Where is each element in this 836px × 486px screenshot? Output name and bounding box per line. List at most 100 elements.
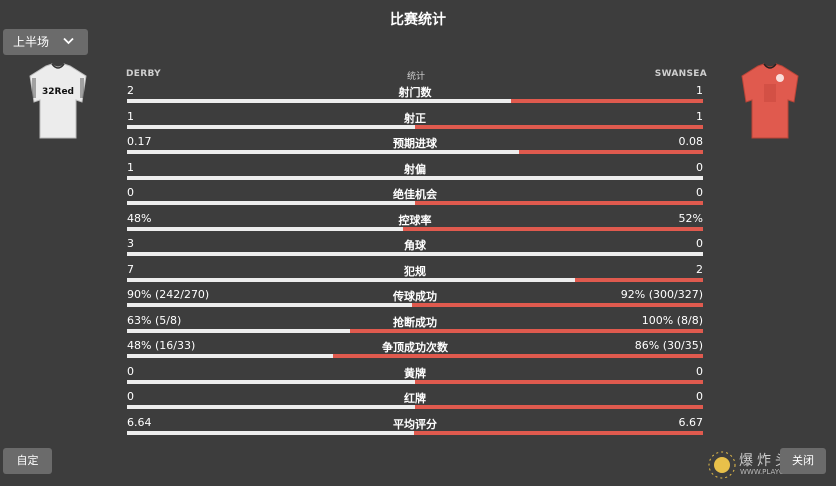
home-bar-fill	[127, 175, 703, 180]
stat-label: 预期进球	[393, 137, 437, 150]
stat-row: 3 角球 0	[127, 235, 703, 261]
home-stat-value: 90% (242/270)	[127, 288, 210, 301]
comparison-bar	[127, 99, 703, 103]
home-bar-fill	[127, 226, 404, 231]
comparison-bar	[127, 354, 703, 358]
home-stat-value: 0.17	[127, 135, 152, 148]
watermark-logo: 爆炸头 WWW.PLAYGM.CC	[705, 448, 831, 482]
half-selector-dropdown[interactable]: 上半场	[3, 29, 88, 55]
home-bar-fill	[127, 303, 413, 307]
away-stat-value: 0	[696, 364, 703, 378]
comparison-bar	[127, 379, 703, 384]
home-kit-icon: 32Red	[29, 63, 87, 139]
stat-row: 6.64 平均评分 6.67	[127, 414, 703, 440]
away-kit-icon	[741, 63, 799, 139]
comparison-bar	[127, 303, 703, 307]
home-stat-value: 2	[127, 84, 134, 97]
stat-row: 48% (16/33) 争顶成功次数 86% (30/35)	[127, 337, 703, 363]
stat-row: 90% (242/270) 传球成功 92% (300/327)	[127, 286, 703, 312]
home-bar-fill	[127, 99, 512, 103]
away-stat-value: 100% (8/8)	[641, 313, 703, 327]
custom-button[interactable]: 自定	[3, 448, 52, 474]
page-title: 比赛统计	[390, 12, 446, 28]
stat-label: 角球	[404, 239, 426, 252]
stat-row: 2 射门数 1	[127, 82, 703, 108]
home-bar-fill	[127, 430, 415, 435]
chevron-down-icon	[63, 29, 74, 55]
stat-label: 争顶成功次数	[382, 341, 448, 354]
stat-label: 控球率	[398, 213, 432, 227]
away-stat-value: 6.67	[678, 415, 704, 429]
comparison-bar	[127, 328, 703, 333]
stat-label: 黄牌	[404, 366, 426, 380]
home-stat-value: 48%	[127, 211, 152, 225]
home-bar-fill	[127, 328, 350, 333]
stat-row: 0.17 预期进球 0.08	[127, 133, 703, 159]
away-stat-value: 2	[696, 262, 703, 276]
stat-row: 48% 控球率 52%	[127, 210, 703, 236]
stat-row: 0 红牌 0	[127, 388, 703, 414]
home-team-name: DERBY	[126, 69, 161, 79]
stat-row: 0 绝佳机会 0	[127, 184, 703, 210]
close-button[interactable]: 关闭	[780, 448, 826, 474]
home-bar-fill	[127, 354, 334, 358]
away-stat-value: 1	[696, 84, 703, 97]
home-bar-fill	[127, 150, 519, 154]
home-stat-value: 6.64	[127, 415, 152, 429]
home-bar-fill	[127, 379, 415, 384]
away-stat-value: 1	[696, 109, 703, 123]
home-bar-fill	[127, 201, 415, 205]
away-stat-value: 0	[696, 237, 703, 250]
stat-row: 1 射正 1	[127, 108, 703, 134]
home-stat-value: 3	[127, 237, 134, 250]
stat-label: 抢断成功	[393, 315, 437, 329]
comparison-bar	[127, 175, 703, 180]
home-stat-value: 7	[127, 262, 134, 276]
home-stat-value: 48% (16/33)	[127, 339, 196, 352]
stat-label: 平均评分	[393, 417, 437, 431]
home-shirt-sponsor: 32Red	[42, 87, 74, 97]
stats-table: 2 射门数 1 1 射正 1 0.17 预期进球 0.08 1 射偏 0 0 绝佳机会 0 48% 控球率 52%…	[127, 82, 703, 439]
home-bar-fill	[127, 405, 415, 409]
comparison-bar	[127, 201, 703, 205]
home-stat-value: 63% (5/8)	[127, 313, 182, 327]
away-stat-value: 92% (300/327)	[620, 288, 703, 301]
home-bar-fill	[127, 252, 703, 256]
stat-row: 63% (5/8) 抢断成功 100% (8/8)	[127, 312, 703, 338]
stat-label: 射偏	[404, 162, 426, 176]
stat-row: 7 犯规 2	[127, 261, 703, 287]
away-stat-value: 86% (30/35)	[634, 339, 703, 352]
home-stat-value: 0	[127, 390, 134, 403]
stat-label: 红牌	[404, 392, 426, 405]
stats-column-header: 统计	[406, 72, 425, 82]
stat-label: 绝佳机会	[393, 188, 437, 201]
home-bar-fill	[127, 124, 415, 129]
home-stat-value: 0	[127, 186, 134, 199]
stat-label: 犯规	[404, 264, 426, 278]
watermark-url: WWW.PLAYGM.CC	[740, 468, 803, 476]
away-stat-value: 52%	[678, 211, 703, 225]
stat-label: 传球成功	[393, 290, 437, 303]
comparison-bar	[127, 150, 703, 154]
half-selector-label: 上半场	[13, 35, 50, 49]
home-stat-value: 0	[127, 364, 134, 378]
comparison-bar	[127, 124, 703, 129]
comparison-bar	[127, 252, 703, 256]
comparison-bar	[127, 226, 703, 231]
home-stat-value: 1	[127, 160, 134, 174]
away-stat-value: 0.08	[678, 135, 704, 148]
watermark-text: 爆炸头	[739, 453, 793, 469]
stat-label: 射门数	[398, 86, 432, 99]
stat-label: 射正	[404, 111, 426, 125]
away-team-name: SWANSEA	[654, 69, 707, 79]
away-stat-value: 0	[696, 160, 703, 174]
home-bar-fill	[127, 277, 576, 282]
away-stat-value: 0	[696, 390, 703, 403]
comparison-bar	[127, 277, 703, 282]
away-stat-value: 0	[696, 186, 703, 199]
stat-row: 0 黄牌 0	[127, 363, 703, 389]
comparison-bar	[127, 405, 703, 409]
home-stat-value: 1	[127, 109, 134, 123]
stat-row: 1 射偏 0	[127, 159, 703, 185]
comparison-bar	[127, 430, 703, 435]
